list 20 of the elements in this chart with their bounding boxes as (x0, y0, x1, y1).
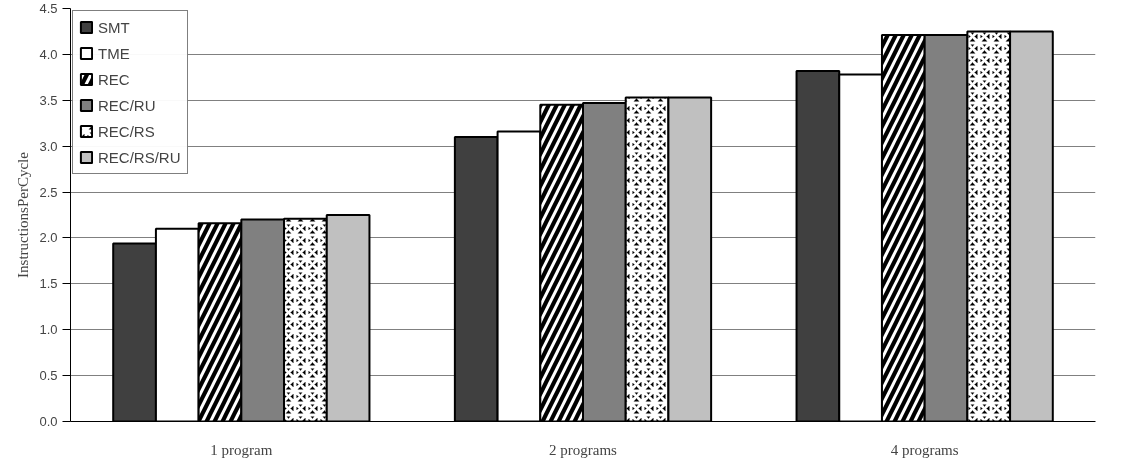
y-tick-label: 4.0 (39, 46, 58, 62)
y-tick-label: 3.0 (39, 138, 58, 154)
y-tick-label: 3.5 (39, 92, 58, 108)
legend-label: REC (98, 69, 130, 89)
y-tick-label: 2.0 (39, 230, 58, 246)
y-tick-label: 2.5 (39, 184, 58, 200)
legend-label: SMT (98, 17, 130, 37)
y-tick-label: 1.5 (39, 276, 58, 292)
x-tick-label: 4 programs (890, 441, 959, 458)
y-tick-label: 0.0 (39, 414, 58, 429)
legend-label: REC/RU (98, 95, 156, 115)
y-axis-title: InstructionsPerCycle (15, 151, 32, 278)
x-tick-label: 1 program (210, 441, 273, 458)
x-tick-label: 2 programs (549, 441, 618, 458)
y-tick-label: 1.0 (39, 322, 58, 338)
legend-label: REC/RS (98, 121, 155, 141)
legend-label: TME (98, 43, 130, 63)
y-tick-label: 0.5 (39, 368, 58, 384)
legend-label: REC/RS/RU (98, 147, 181, 167)
y-tick-label: 4.5 (39, 1, 58, 16)
